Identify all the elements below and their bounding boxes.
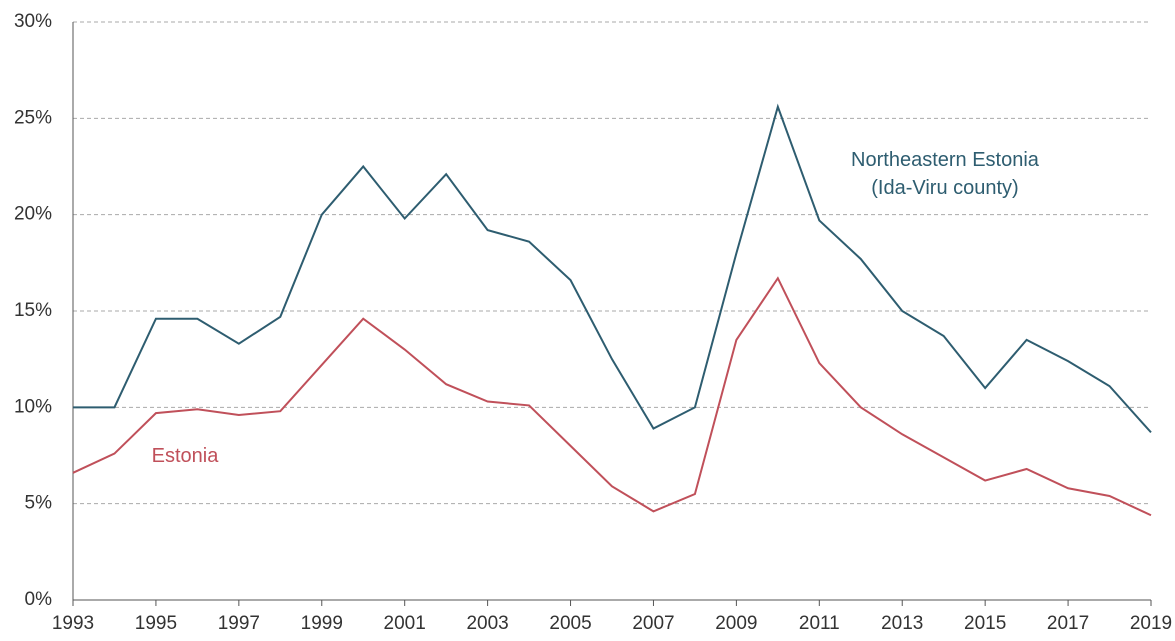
x-tick-label: 1997 — [218, 613, 260, 634]
x-tick-label: 2019 — [1130, 613, 1172, 634]
y-tick-label: 5% — [25, 493, 53, 514]
x-tick-label: 1993 — [52, 613, 94, 634]
x-tick-label: 2017 — [1047, 613, 1089, 634]
series-line — [73, 103, 1152, 434]
x-tick-label: 2007 — [632, 613, 674, 634]
x-tick-label: 2015 — [964, 613, 1006, 634]
x-tick-label: 1999 — [301, 613, 343, 634]
x-tick-label: 2001 — [384, 613, 426, 634]
x-tick-label: 2005 — [549, 613, 591, 634]
y-tick-label: 25% — [14, 107, 52, 128]
y-tick-label: 15% — [14, 300, 52, 321]
x-tick-label: 2003 — [466, 613, 508, 634]
series-label: Northeastern Estonia (Ida-Viru county) — [851, 149, 1039, 199]
series-label: Estonia — [151, 445, 219, 467]
y-tick-label: 20% — [14, 204, 52, 225]
y-tick-label: 30% — [14, 11, 52, 32]
x-tick-label: 1995 — [135, 613, 177, 634]
y-tick-label: 0% — [25, 589, 53, 610]
x-tick-label: 2013 — [881, 613, 923, 634]
x-tick-label: 2011 — [799, 613, 840, 634]
y-tick-label: 10% — [14, 396, 52, 417]
x-tick-label: 2009 — [715, 613, 757, 634]
series-line — [72, 276, 1152, 517]
